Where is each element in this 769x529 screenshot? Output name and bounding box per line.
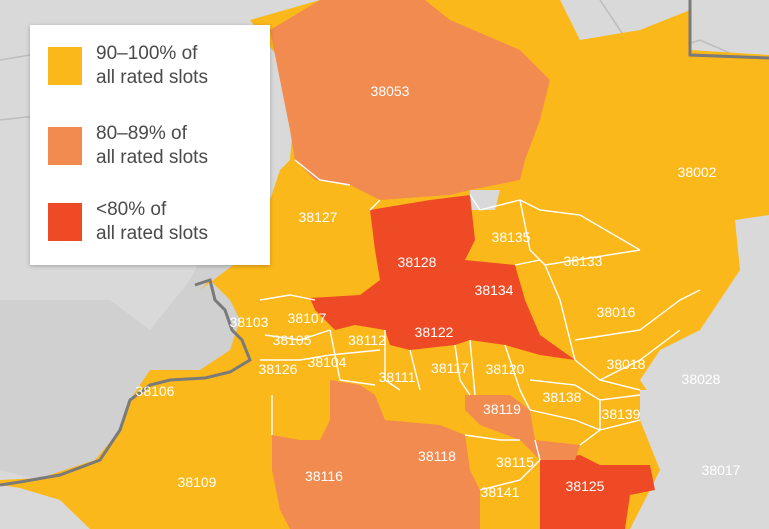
zip-label-38120: 38120	[486, 361, 525, 377]
zip-label-38111: 38111	[379, 369, 416, 385]
region-38116-38118	[272, 380, 480, 529]
zip-label-38115: 38115	[496, 454, 534, 470]
zip-boundaries	[259, 159, 701, 491]
region-38119	[465, 395, 580, 460]
zip-label-38105: 38105	[273, 332, 312, 348]
zip-label-38141: 38141	[481, 484, 520, 500]
zip-label-38107: 38107	[288, 310, 327, 326]
legend-swatch-below-80	[48, 203, 82, 241]
region-38053	[270, 0, 550, 200]
zip-label-38104: 38104	[308, 354, 347, 370]
zip-label-38118: 38118	[418, 448, 456, 464]
zip-label-38109: 38109	[178, 474, 217, 490]
state-line-river	[0, 278, 252, 487]
legend-item-80-89: 80–89% of all rated slots	[48, 122, 208, 170]
zip-label-38133: 38133	[564, 253, 603, 269]
zip-label-38138: 38138	[543, 389, 582, 405]
region-38028	[640, 215, 769, 395]
zip-label-38139: 38139	[602, 406, 641, 422]
legend-item-below-80: <80% of all rated slots	[48, 198, 208, 246]
zip-label-38127: 38127	[299, 209, 338, 225]
zip-label-38016: 38016	[597, 304, 636, 320]
zip-label-38128: 38128	[398, 254, 437, 270]
zip-label-38103: 38103	[230, 314, 269, 330]
zip-label-38018: 38018	[607, 356, 646, 372]
zip-label-38126: 38126	[259, 361, 298, 377]
region-38125	[540, 455, 655, 529]
legend-label-90-100: 90–100% of all rated slots	[96, 43, 208, 88]
zip-label-38116: 38116	[305, 468, 343, 484]
zip-label-38028: 38028	[682, 371, 721, 387]
region-38128-38134-38122	[310, 195, 575, 360]
legend-item-90-100: 90–100% of all rated slots	[48, 42, 208, 90]
zip-label-38112: 38112	[348, 332, 386, 348]
legend-label-below-80: <80% of all rated slots	[96, 199, 208, 244]
zip-label-38053: 38053	[371, 83, 410, 99]
zip-label-38125: 38125	[566, 478, 605, 494]
legend-swatch-90-100	[48, 47, 82, 85]
legend-label-80-89: 80–89% of all rated slots	[96, 123, 208, 168]
region-lake	[470, 190, 500, 210]
legend: 90–100% of all rated slots 80–89% of all…	[30, 25, 270, 265]
zip-label-38122: 38122	[415, 324, 454, 340]
zip-label-38119: 38119	[483, 401, 521, 417]
legend-swatch-80-89	[48, 127, 82, 165]
zip-label-38017: 38017	[702, 462, 741, 478]
zip-label-38106: 38106	[136, 383, 175, 399]
zip-label-38002: 38002	[678, 164, 717, 180]
county-line-east	[688, 0, 769, 60]
zip-label-38135: 38135	[492, 229, 531, 245]
zip-label-38134: 38134	[475, 282, 514, 298]
zip-label-38117: 38117	[431, 360, 469, 376]
